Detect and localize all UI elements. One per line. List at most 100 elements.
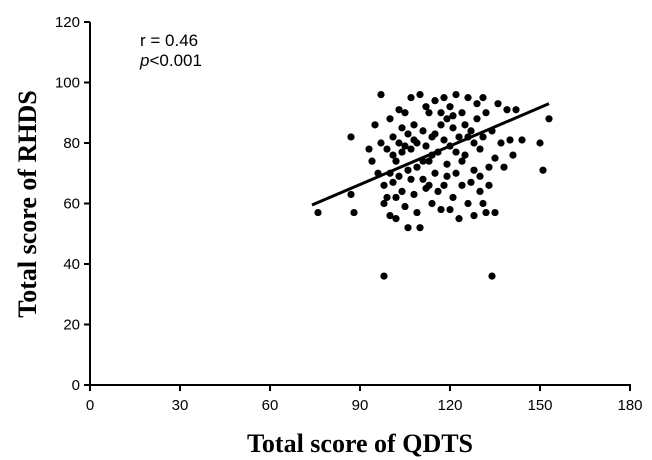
data-point-73	[479, 199, 487, 208]
data-point-14	[386, 212, 394, 220]
data-point-58	[452, 169, 460, 177]
data-point-17	[392, 157, 400, 165]
data-point-49	[440, 136, 448, 144]
data-point-27	[404, 224, 412, 232]
data-point-24	[401, 202, 409, 211]
data-point-119	[425, 181, 433, 189]
data-point-50	[440, 181, 448, 189]
p-annotation: p<0.001	[139, 51, 202, 70]
y-tick-label-20: 20	[63, 317, 80, 334]
data-point-75	[482, 208, 490, 217]
data-point-84	[503, 106, 511, 114]
data-point-9	[380, 181, 388, 189]
data-point-97	[407, 175, 415, 183]
data-point-117	[389, 151, 397, 159]
data-point-61	[458, 109, 466, 117]
data-point-25	[404, 130, 412, 138]
data-point-70	[473, 100, 481, 108]
data-point-12	[383, 193, 391, 202]
data-point-45	[431, 97, 439, 105]
data-point-41	[425, 109, 433, 117]
data-point-105	[461, 121, 469, 129]
data-point-52	[443, 160, 451, 168]
data-point-98	[413, 208, 421, 217]
data-point-111	[410, 136, 418, 144]
p-value: <0.001	[149, 51, 201, 70]
data-points	[314, 91, 553, 280]
data-point-56	[449, 124, 457, 132]
data-point-118	[401, 142, 409, 150]
data-point-96	[398, 124, 406, 132]
data-point-66	[467, 127, 475, 135]
data-point-120	[437, 109, 445, 117]
data-point-109	[491, 154, 499, 162]
data-point-76	[482, 109, 490, 117]
data-point-23	[401, 109, 409, 117]
data-point-22	[398, 148, 406, 156]
data-point-29	[407, 94, 415, 102]
x-tick-label-60: 60	[262, 397, 279, 414]
data-point-103	[446, 205, 454, 214]
data-point-123	[476, 172, 484, 180]
data-point-82	[497, 139, 505, 147]
x-tick-label-120: 120	[437, 397, 462, 414]
data-point-47	[437, 121, 445, 129]
data-point-62	[458, 181, 466, 189]
data-point-65	[464, 199, 472, 208]
data-point-38	[422, 142, 430, 150]
data-point-21	[398, 187, 406, 195]
data-point-83	[500, 163, 508, 171]
data-point-7	[380, 272, 388, 280]
data-point-18	[392, 215, 400, 223]
data-point-92	[371, 121, 379, 129]
data-point-26	[404, 166, 412, 174]
data-point-43	[428, 199, 436, 208]
data-point-78	[488, 272, 496, 280]
data-point-48	[437, 205, 445, 214]
y-axis-title: Total score of RHDS	[13, 90, 42, 318]
data-point-113	[431, 130, 439, 138]
y-tick-label-80: 80	[63, 135, 80, 152]
p-symbol: p	[139, 51, 149, 70]
data-point-32	[413, 163, 421, 171]
data-point-90	[539, 166, 547, 174]
data-point-69	[473, 115, 481, 123]
data-point-99	[422, 103, 430, 111]
x-tick-label-180: 180	[617, 397, 642, 414]
data-point-87	[512, 106, 520, 114]
data-point-91	[545, 115, 553, 123]
r-annotation: r = 0.46	[140, 31, 198, 50]
data-point-85	[506, 136, 514, 144]
data-point-8	[377, 139, 385, 147]
data-point-80	[491, 208, 499, 217]
data-point-5	[368, 157, 376, 165]
x-axis-title: Total score of QDTS	[247, 429, 473, 458]
data-point-19	[395, 139, 403, 147]
data-point-89	[536, 139, 544, 147]
data-point-4	[365, 145, 373, 153]
data-point-115	[458, 157, 466, 165]
data-point-106	[467, 178, 475, 186]
data-point-102	[440, 94, 448, 102]
y-tick-label-60: 60	[63, 196, 80, 213]
y-tick-label-0: 0	[72, 377, 80, 394]
data-point-40	[425, 157, 433, 165]
data-point-31	[410, 190, 418, 199]
data-point-108	[485, 181, 493, 189]
data-point-20	[395, 106, 403, 114]
data-point-0	[314, 208, 322, 217]
data-point-44	[431, 169, 439, 177]
x-tick-label-0: 0	[86, 397, 94, 414]
data-point-57	[452, 91, 460, 99]
data-point-37	[419, 127, 427, 135]
data-point-10	[380, 199, 388, 208]
data-point-68	[470, 212, 478, 220]
data-point-11	[383, 145, 391, 153]
data-point-74	[479, 133, 487, 141]
data-point-116	[470, 139, 478, 147]
data-point-77	[485, 163, 493, 171]
data-point-63	[461, 151, 469, 159]
y-tick-label-100: 100	[55, 75, 80, 92]
data-point-94	[386, 115, 394, 123]
data-point-59	[455, 215, 463, 223]
